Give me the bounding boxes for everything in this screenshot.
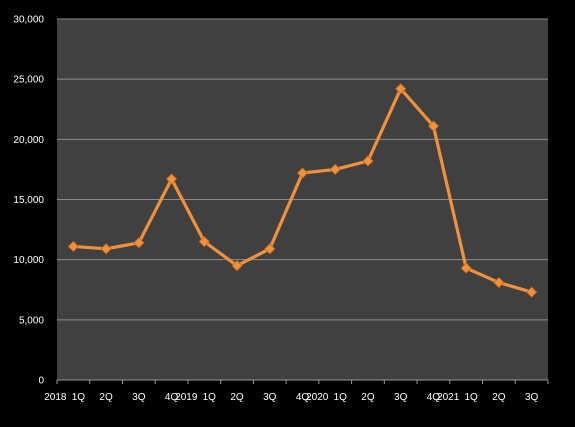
x-year-label: 2021	[437, 392, 460, 403]
data-point	[362, 155, 374, 167]
x-year-label: 2019	[175, 392, 198, 403]
gridlines	[57, 18, 548, 321]
x-tick-label: 1Q	[203, 392, 217, 403]
x-tick-label: 3Q	[132, 392, 146, 403]
x-year-label: 2018	[44, 392, 67, 403]
y-axis: 0 5,000 10,000 15,000 20,000 25,000 30,000	[13, 15, 548, 387]
series	[67, 83, 538, 298]
x-tick-label: 4Q	[427, 392, 441, 403]
x-year-label: 2020	[306, 392, 329, 403]
y-tick-label: 15,000	[13, 195, 44, 206]
x-tick-label: 2Q	[230, 392, 244, 403]
x-tick-label: 1Q	[334, 392, 348, 403]
data-point	[395, 83, 407, 95]
y-tick-label: 0	[38, 376, 44, 387]
data-point	[460, 262, 472, 274]
x-tick-label: 3Q	[394, 392, 408, 403]
x-tick-label: 2Q	[99, 392, 113, 403]
data-point	[264, 243, 276, 255]
y-tick-label: 5,000	[19, 315, 44, 326]
x-tick-label: 1Q	[72, 392, 86, 403]
x-tick-label: 4Q	[165, 392, 179, 403]
data-point	[493, 276, 505, 289]
y-tick-label: 25,000	[13, 75, 44, 86]
data-point	[526, 286, 538, 298]
y-tick-label: 20,000	[13, 135, 44, 146]
x-tick-label: 2Q	[361, 392, 375, 403]
data-point	[166, 173, 178, 185]
x-tick-label: 4Q	[296, 392, 310, 403]
data-point	[67, 240, 79, 252]
data-point	[133, 237, 145, 249]
data-point	[296, 167, 309, 179]
data-point	[329, 163, 341, 175]
y-tick-label: 10,000	[13, 255, 44, 266]
x-tick-label: 3Q	[263, 392, 277, 403]
data-point	[100, 243, 112, 255]
y-tick-label: 30,000	[13, 15, 44, 26]
data-point	[427, 120, 439, 132]
x-tick-label: 1Q	[464, 392, 478, 403]
data-point	[198, 236, 210, 248]
x-tick-label: 2Q	[492, 392, 506, 403]
x-tick-label: 3Q	[525, 392, 539, 403]
data-point	[231, 260, 243, 272]
